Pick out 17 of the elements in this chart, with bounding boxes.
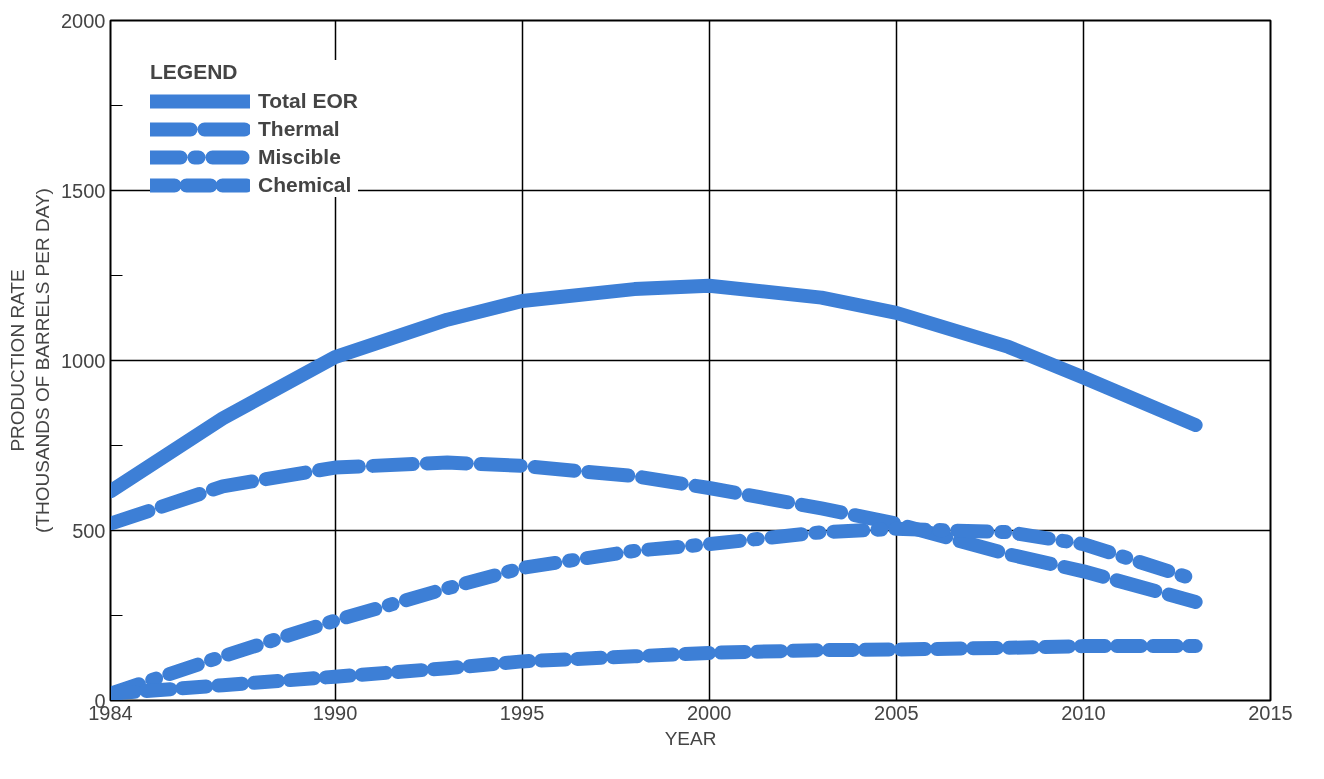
x-axis-title: YEAR <box>664 727 717 749</box>
x-tick-label: 2000 <box>686 701 732 724</box>
x-tick-label: 2005 <box>874 701 919 724</box>
y-tick-label: 1000 <box>61 349 106 372</box>
y-tick-label: 2000 <box>61 9 106 32</box>
x-tick-label: 1990 <box>312 701 358 724</box>
y-axis-title: PRODUCTION RATE (THOUSANDS OF BARRELS PER DAY) <box>6 188 54 533</box>
y-tick-label: 500 <box>72 519 106 542</box>
legend-title: LEGEND <box>150 60 239 84</box>
legend-label: Total EOR <box>258 89 358 113</box>
legend-label: Chemical <box>258 173 352 197</box>
legend-label: Miscible <box>258 145 341 169</box>
y-tick-label: 1500 <box>61 179 106 202</box>
x-tick-label: 1995 <box>499 701 545 724</box>
x-tick-label: 2010 <box>1061 701 1106 724</box>
legend-label: Thermal <box>258 117 340 141</box>
x-tick-label: 2015 <box>1248 701 1293 724</box>
